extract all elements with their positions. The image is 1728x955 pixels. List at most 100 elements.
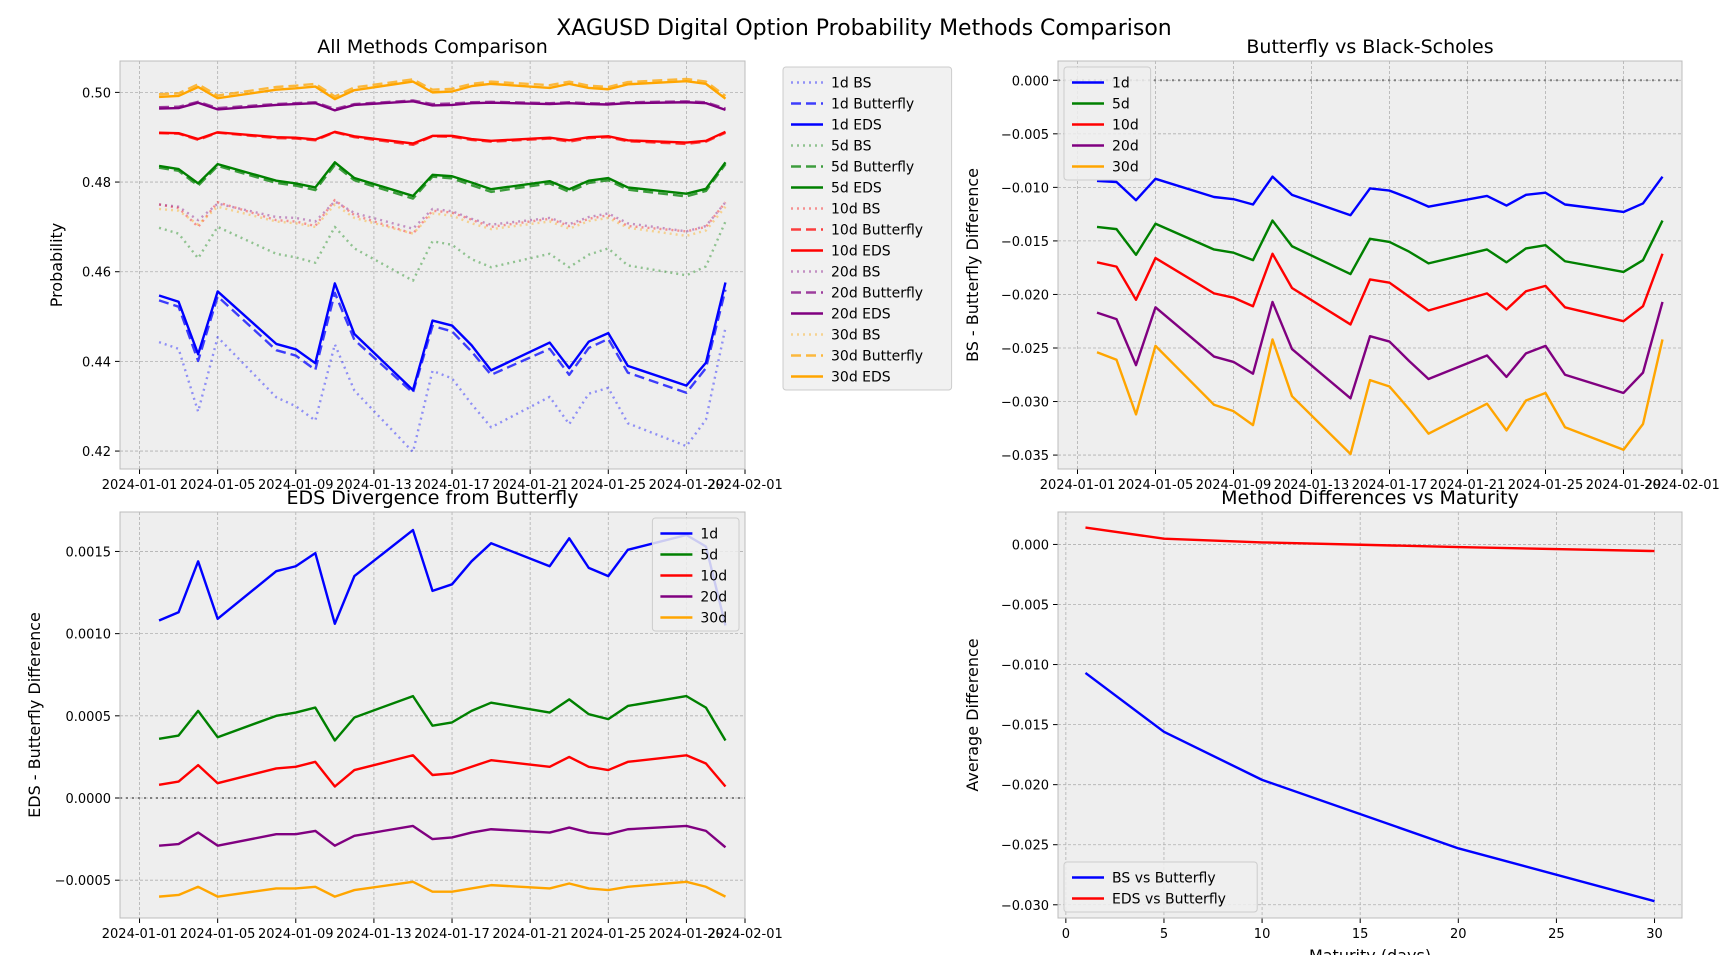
series-layer [1084,526,1655,903]
series-line-30d-bs [158,203,727,238]
series-line-5d [1096,219,1664,276]
x-tick-label: 2024-01-09 [258,927,334,942]
legend-label: 10d [1112,118,1139,134]
legend-label: 30d BS [831,328,881,344]
x-tick-label: 2024-01-17 [414,927,490,942]
x-tick-label: 2024-02-01 [707,478,783,493]
x-tick-label: 2024-01-25 [571,927,647,942]
y-tick-label: −0.020 [1001,288,1049,303]
x-tick-label: 2024-01-29 [1586,478,1662,493]
x-tick-label: 25 [1548,927,1565,942]
legend-label: 20d EDS [831,307,891,323]
x-tick-label: 2024-02-01 [707,927,783,942]
chart-title: EDS Divergence from Butterfly [287,487,579,509]
legend-label: 1d [1112,76,1130,92]
legend-label: 1d [700,527,718,543]
legend: 1d 5d 10d 20d 30d [1063,66,1152,181]
legend-label: EDS vs Butterfly [1112,892,1226,908]
legend-label: 5d [700,548,718,564]
x-tick-label: 2024-01-05 [180,927,256,942]
y-axis-label: EDS - Butterfly Difference [25,612,44,818]
legend-label: 30d [1112,160,1139,176]
y-tick-label: −0.005 [1001,598,1049,613]
y-tick-label: 0.44 [82,355,111,370]
x-tick-label: 15 [1352,927,1369,942]
x-tick-label: 5 [1160,927,1168,942]
series-line-30d [1096,338,1664,456]
y-tick-label: 0.50 [82,86,111,101]
series-line-5d-eds [158,161,727,198]
y-tick-label: −0.010 [1001,659,1049,674]
legend-label: 20d [1112,139,1139,155]
legend-label: BS vs Butterfly [1112,871,1216,887]
x-tick-label: 2024-01-21 [492,927,568,942]
figure-title: XAGUSD Digital Option Probability Method… [556,16,1172,41]
series-line-20d-butterfly [159,99,726,111]
chart-eds: 2024-01-01 2024-01-05 2024-01-09 2024-01-13… [25,487,783,942]
legend-label: 5d BS [831,139,872,155]
y-tick-label: −0.005 [1001,128,1049,143]
legend-label: 1d BS [831,76,872,92]
legend-box [651,517,740,632]
series-line-1d-butterfly [158,289,727,394]
series-line-1d-bs [158,327,727,454]
y-tick-label: −0.030 [1001,899,1049,914]
y-tick-label: −0.035 [1001,449,1049,464]
chart-maturity: 0 5 10 15 20 25 30 0.000 −0.005 −0.010 −0.015 −0.02… [963,487,1683,955]
x-tick-label: 2024-01-13 [336,478,412,493]
legend-label: 5d EDS [831,181,882,197]
legend-box [1063,66,1152,181]
legend-label: 1d EDS [831,118,882,134]
plot-frame [119,60,746,470]
legend-box [1063,861,1258,913]
series-line-20d [158,824,727,849]
plot-area [120,512,745,918]
legend-label: 20d BS [831,265,881,281]
series-line-20d [1096,300,1664,400]
x-tick-label: 2024-01-05 [1118,478,1194,493]
chart-title: Butterfly vs Black-Scholes [1246,36,1493,58]
series-line-10d-bs [158,198,727,235]
plots-layer: 2024-01-01 2024-01-05 2024-01-09 2024-01-13… [25,36,1720,955]
series-line-1d [1096,175,1664,217]
y-tick-label: −0.025 [1001,839,1049,854]
legend-label: 10d BS [831,202,881,218]
x-tick-label: 2024-01-25 [571,478,647,493]
x-tick-label: 0 [1062,927,1070,942]
plot-frame [1057,60,1683,470]
x-tick-label: 2024-01-05 [180,478,256,493]
series-line-5d-bs [158,221,727,282]
series-line-30d [158,880,727,898]
legend-label: 10d [700,569,727,585]
legend: BS vs Butterfly EDS vs Butterfly [1063,861,1258,913]
x-tick-label: 2024-01-01 [102,927,178,942]
series-line-bs-vs-butterfly [1084,671,1655,903]
y-tick-label: 0.0010 [66,628,112,643]
x-tick-label: 2024-01-13 [1274,478,1350,493]
legend: 1d 5d 10d 20d 30d [651,517,740,632]
series-line-30d-butterfly [159,77,727,98]
series-layer [158,77,727,454]
x-tick-label: 2024-02-01 [1644,478,1720,493]
series-line-20d-eds [159,100,726,112]
chart-bs: 2024-01-01 2024-01-05 2024-01-09 2024-01-13… [963,36,1720,493]
x-tick-label: 30 [1646,927,1663,942]
legend-label: 30d Butterfly [831,349,923,365]
series-line-eds-vs-butterfly [1085,526,1655,553]
y-tick-label: 0.48 [82,176,111,191]
chart-all: 2024-01-01 2024-01-05 2024-01-09 2024-01-13… [47,36,953,493]
y-axis-label: Average Difference [963,638,982,791]
y-tick-label: 0.46 [82,266,111,281]
series-line-1d [158,528,727,626]
plot-area [1058,61,1682,469]
plot-area [1058,512,1682,918]
legend-box [782,66,953,391]
legend-label: 20d [700,590,727,606]
y-axis-label: Probability [47,223,66,308]
y-tick-label: −0.025 [1001,342,1049,357]
series-line-30d-eds [159,79,727,101]
x-tick-label: 10 [1254,927,1271,942]
x-tick-label: 2024-01-17 [1352,478,1428,493]
x-tick-label: 2024-01-01 [1040,478,1116,493]
x-tick-label: 2024-01-09 [1196,478,1272,493]
